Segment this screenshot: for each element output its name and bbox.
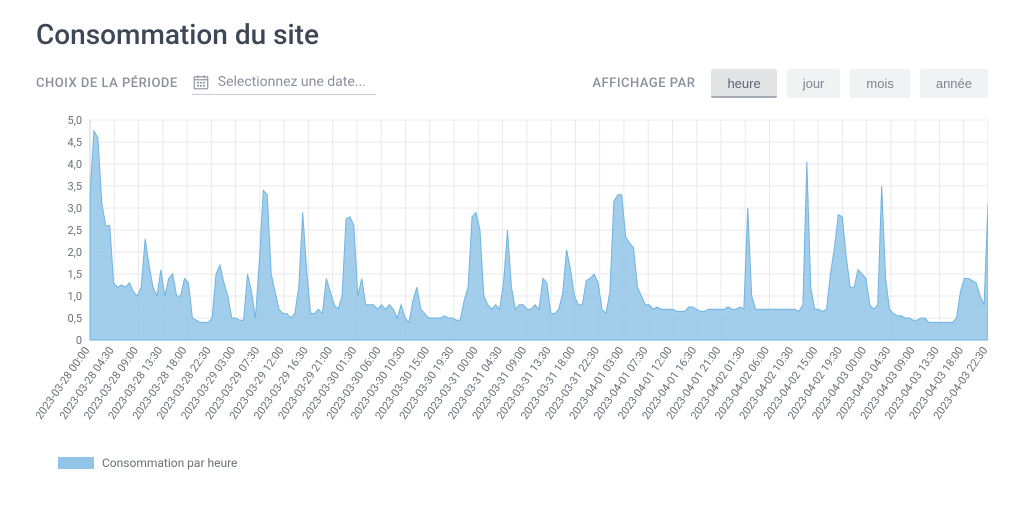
display-by-label: AFFICHAGE PAR <box>592 76 695 91</box>
granularity-buttons: heure jour mois année <box>711 69 988 98</box>
svg-text:0,5: 0,5 <box>67 312 82 325</box>
calendar-icon <box>192 73 210 91</box>
date-placeholder: Selectionnez une date... <box>218 74 376 90</box>
svg-text:1,5: 1,5 <box>67 268 82 281</box>
page-title: Consommation du site <box>36 0 988 69</box>
legend-swatch <box>58 457 94 469</box>
controls-row: CHOIX DE LA PÉRIODE Selectionnez une dat… <box>36 69 988 98</box>
svg-text:4,5: 4,5 <box>67 136 82 149</box>
granularity-button-année[interactable]: année <box>920 69 988 98</box>
legend-label: Consommation par heure <box>102 456 237 470</box>
svg-text:3,5: 3,5 <box>67 180 82 193</box>
date-picker[interactable]: Selectionnez une date... <box>192 73 376 95</box>
svg-text:1,0: 1,0 <box>67 290 82 303</box>
svg-text:3,0: 3,0 <box>67 202 82 215</box>
svg-text:5,0: 5,0 <box>67 116 82 127</box>
chart-legend: Consommation par heure <box>36 456 988 470</box>
granularity-button-heure[interactable]: heure <box>711 69 776 98</box>
period-label: CHOIX DE LA PÉRIODE <box>36 76 178 91</box>
svg-text:2,0: 2,0 <box>67 246 82 259</box>
period-controls: CHOIX DE LA PÉRIODE Selectionnez une dat… <box>36 73 376 95</box>
granularity-button-mois[interactable]: mois <box>850 69 909 98</box>
svg-text:2,5: 2,5 <box>67 224 82 237</box>
svg-text:4,0: 4,0 <box>67 158 82 171</box>
display-controls: AFFICHAGE PAR heure jour mois année <box>592 69 988 98</box>
granularity-button-jour[interactable]: jour <box>787 69 841 98</box>
consumption-chart: 00,51,01,52,02,53,03,54,04,55,02023-03-2… <box>36 116 988 446</box>
